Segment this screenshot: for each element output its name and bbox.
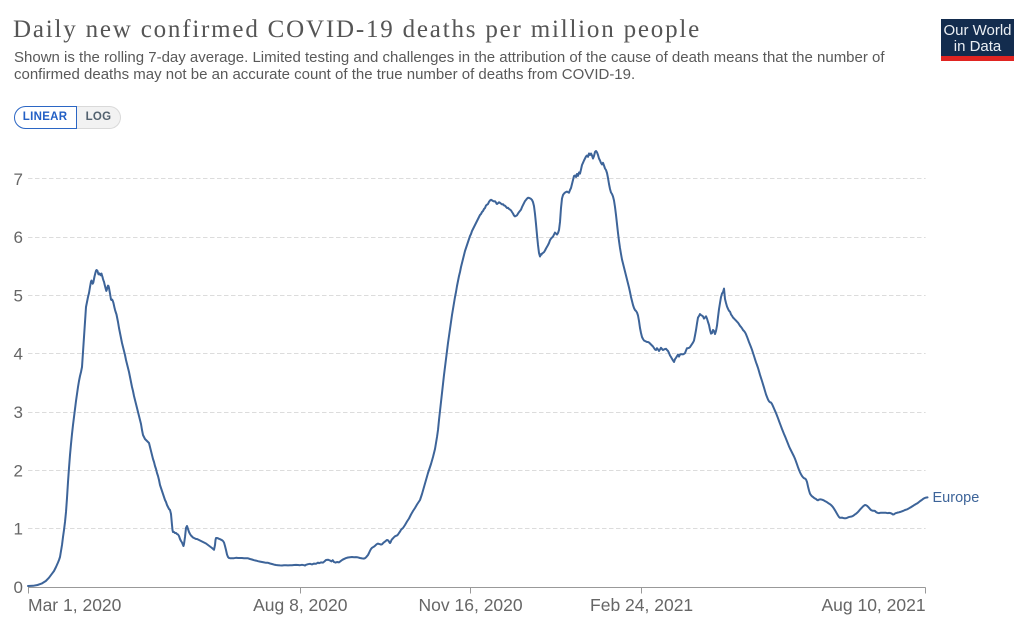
svg-text:Mar 1, 2020: Mar 1, 2020 bbox=[28, 595, 122, 615]
svg-text:Europe: Europe bbox=[933, 490, 980, 506]
svg-text:4: 4 bbox=[14, 345, 23, 364]
svg-text:1: 1 bbox=[14, 520, 23, 539]
svg-text:2: 2 bbox=[14, 461, 23, 480]
svg-text:5: 5 bbox=[14, 286, 23, 305]
svg-text:0: 0 bbox=[14, 578, 23, 597]
svg-text:6: 6 bbox=[14, 228, 23, 247]
svg-text:Feb 24, 2021: Feb 24, 2021 bbox=[590, 595, 693, 615]
svg-text:7: 7 bbox=[14, 170, 23, 189]
svg-text:Nov 16, 2020: Nov 16, 2020 bbox=[419, 595, 523, 615]
svg-text:3: 3 bbox=[14, 403, 23, 422]
svg-text:Aug 8, 2020: Aug 8, 2020 bbox=[253, 595, 348, 615]
svg-text:Aug 10, 2021: Aug 10, 2021 bbox=[821, 595, 925, 615]
